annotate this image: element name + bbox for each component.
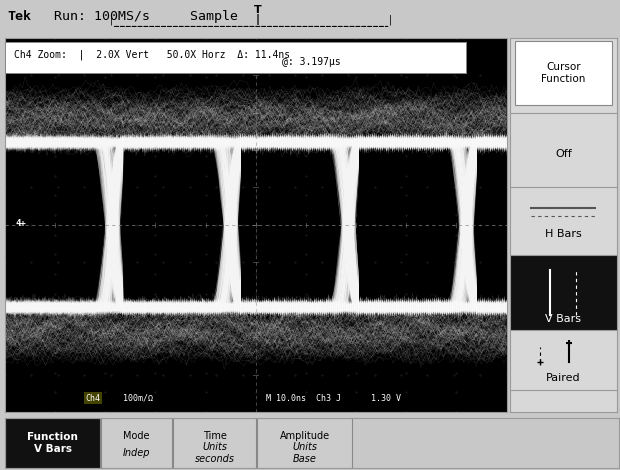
Text: Ch4: Ch4 xyxy=(85,394,100,403)
Text: M 10.0ns  Ch3 J      1.30 V: M 10.0ns Ch3 J 1.30 V xyxy=(266,394,401,403)
Text: Run: 100MS/s     Sample: Run: 100MS/s Sample xyxy=(46,10,239,23)
Text: |: | xyxy=(110,15,113,25)
Text: Tek: Tek xyxy=(7,10,32,23)
Text: Ch4 Zoom:  |  2.0X Vert   50.0X Horz  Δ: 11.4ns: Ch4 Zoom: | 2.0X Vert 50.0X Horz Δ: 11.4… xyxy=(14,50,290,61)
Text: 100m/Ω: 100m/Ω xyxy=(123,394,153,403)
Text: Off: Off xyxy=(555,149,572,159)
Text: Paired: Paired xyxy=(546,374,580,384)
Text: Indep: Indep xyxy=(123,448,151,458)
Text: |: | xyxy=(389,15,392,25)
Text: |: | xyxy=(255,15,259,25)
Bar xyxy=(101,418,172,468)
Bar xyxy=(173,418,256,468)
Text: H Bars: H Bars xyxy=(545,229,582,239)
Bar xyxy=(515,41,611,105)
Text: Mode: Mode xyxy=(123,431,150,440)
Bar xyxy=(510,255,617,330)
Bar xyxy=(5,418,100,468)
Text: Amplitude: Amplitude xyxy=(280,431,330,440)
Text: Units
Base: Units Base xyxy=(292,442,317,463)
Text: Cursor
Function: Cursor Function xyxy=(541,62,585,85)
Text: Units
seconds: Units seconds xyxy=(195,442,234,463)
Text: Function
V Bars: Function V Bars xyxy=(27,432,78,454)
Text: @: 3.197μs: @: 3.197μs xyxy=(282,57,340,67)
Text: T: T xyxy=(254,5,261,16)
Text: V Bars: V Bars xyxy=(545,314,582,324)
Bar xyxy=(257,418,352,468)
Text: 4+: 4+ xyxy=(16,219,27,227)
Text: Time: Time xyxy=(203,431,226,440)
